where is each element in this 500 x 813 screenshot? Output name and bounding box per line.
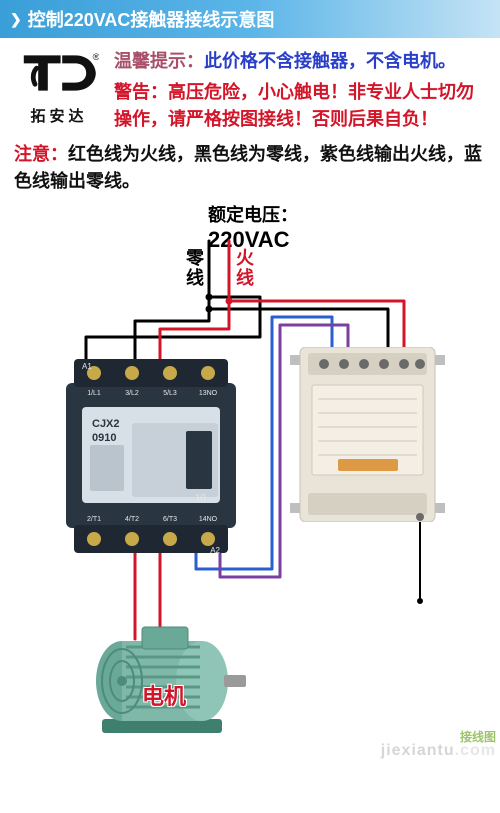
terminal-top-1: 1/L1 [87, 390, 101, 397]
trademark-symbol: ® [93, 52, 99, 63]
header-title: 控制220VAC接触器接线示意图 [28, 6, 275, 32]
brand-logo: ® 拓安达 [14, 48, 104, 133]
tip-label: 温馨提示： [114, 51, 204, 71]
watermark-en-left: jiexiantu [381, 742, 455, 759]
terminal-bottom-4: 14NO [199, 516, 218, 523]
notice-line: 注意：红色线为火线，黑色线为零线，紫色线输出火线，蓝色线输出零线。 [0, 137, 500, 201]
terminal-top-4: 13NO [199, 390, 218, 397]
contactor-icon: 1/L1 3/L2 5/L3 13NO CJX2 0910 10 2/T1 4/… [66, 353, 236, 558]
receiver-device [290, 347, 445, 522]
warn-label: 警告： [114, 82, 168, 102]
terminal-bottom-1: 2/T1 [87, 516, 101, 523]
coil-a2: A2 [210, 546, 220, 555]
antenna-tip-icon [417, 598, 423, 604]
contactor-model-top: CJX2 [92, 418, 120, 430]
tip-line: 温馨提示：此价格不含接触器，不含电机。 [114, 48, 486, 75]
terminal-top-3: 5/L3 [163, 390, 177, 397]
logo-icon: ® [19, 48, 99, 98]
warning-block: 温馨提示：此价格不含接触器，不含电机。 警告：高压危险，小心触电！非专业人士切勿… [114, 48, 486, 133]
header-bar: ❯ 控制220VAC接触器接线示意图 [0, 0, 500, 38]
contactor-device: 1/L1 3/L2 5/L3 13NO CJX2 0910 10 2/T1 4/… [66, 353, 236, 558]
terminal-top-2: 3/L2 [125, 390, 139, 397]
wiring-diagram: 额定电压： 220VAC 零线 火线 [0, 201, 500, 761]
top-section: ® 拓安达 温馨提示：此价格不含接触器，不含电机。 警告：高压危险，小心触电！非… [0, 38, 500, 137]
notice-text: 红色线为火线，黑色线为零线，紫色线输出火线，蓝色线输出零线。 [14, 144, 482, 191]
motor-label: 电机 [142, 679, 186, 711]
contactor-model-bottom: 0910 [92, 432, 116, 444]
brand-name: 拓安达 [14, 105, 104, 126]
watermark: 接线图 jiexiantu.com [381, 731, 496, 759]
chevron-icon: ❯ [10, 11, 22, 28]
warn-text: 高压危险，小心触电！非专业人士切勿操作，请严格按图接线！否则后果自负！ [114, 82, 474, 129]
wire-live-main [160, 241, 229, 359]
terminal-bottom-2: 4/T2 [125, 516, 139, 523]
watermark-en-right: .com [455, 742, 496, 759]
warn-line: 警告：高压危险，小心触电！非专业人士切勿操作，请严格按图接线！否则后果自负！ [114, 79, 486, 133]
receiver-icon [290, 347, 445, 522]
contactor-right-num: 10 [195, 493, 207, 504]
notice-label: 注意： [14, 144, 68, 164]
coil-a1: A1 [82, 362, 92, 371]
terminal-bottom-3: 6/T3 [163, 516, 177, 523]
wire-neutral-main [135, 241, 209, 359]
tip-text: 此价格不含接触器，不含电机。 [204, 51, 456, 71]
